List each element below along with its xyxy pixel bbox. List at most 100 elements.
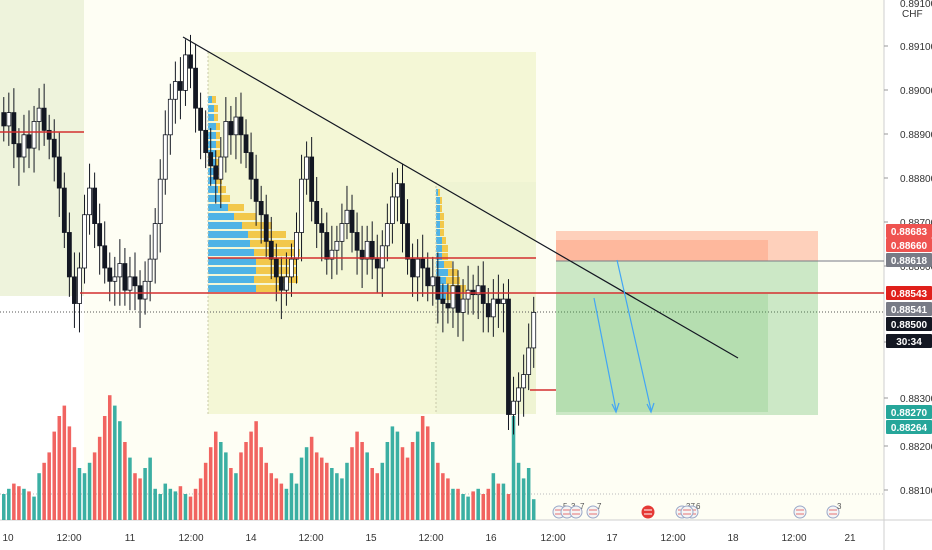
event-count-label: 3 [837,502,842,511]
candle-body [172,81,178,100]
profile-bar [436,245,442,252]
profile-bar [234,213,256,220]
candle-body [400,183,405,224]
volume-bar [168,488,173,520]
volume-bar [118,421,122,520]
candle-body [420,258,426,269]
volume-bar [425,426,430,520]
volume-bar [526,468,531,520]
profile-bar [208,132,216,139]
volume-bar [234,473,238,520]
volume-bar [516,462,521,520]
candle-body [516,387,521,402]
volume-bar [213,431,218,520]
volume-bar [107,395,112,520]
volume-bar [284,488,289,520]
profile-bar [242,222,272,229]
profile-bar [436,229,440,236]
volume-bar [496,483,501,520]
economic-events[interactable]: 53773763 [552,502,842,519]
volume-bar [441,473,445,520]
volume-bar [335,473,339,520]
profile-bar [208,177,216,184]
volume-bar [461,494,465,520]
volume-bar [420,416,425,520]
profile-bar [208,168,216,175]
volume-bar [229,468,233,520]
profile-bar [216,132,220,139]
candle-body [112,276,118,282]
volume-bar [249,431,253,520]
time-tick-label: 12:00 [418,533,443,544]
profile-bar [444,261,452,268]
price-tag-label: 0.88543 [891,289,928,300]
volume-bar [72,447,77,520]
volume-bar [57,416,62,520]
volume-bar [178,486,183,520]
candle-body [319,223,325,233]
arrow-head [611,402,620,414]
candle-body [511,400,516,415]
volume-bar [299,457,304,520]
volume-bar [501,483,506,520]
price-tag-label: 0.88500 [891,320,928,331]
profile-bar [220,195,230,202]
profile-bar [218,186,226,193]
candle-body [395,183,400,198]
candle-body [364,240,370,260]
candle-body [46,129,52,140]
profile-bar [436,213,440,220]
profile-bar [212,96,216,103]
candle-body [16,143,22,158]
volume-bar [431,442,435,520]
profile-bar [216,159,220,166]
volume-bar [52,431,57,520]
candle-body [455,285,461,313]
candle-body [26,134,32,149]
candle-body [304,156,309,180]
candle-body [183,54,188,91]
candle-body [223,121,229,158]
volume-bar [521,478,526,520]
candle-body [354,232,360,251]
volume-bar [304,447,309,520]
candle-body [87,187,92,216]
candle-body [61,187,67,233]
volume-bar [87,462,92,520]
price-tag [886,224,932,238]
volume-bar [380,462,385,520]
profile-bar [214,114,218,121]
profile-bar [208,186,218,193]
candle-body [1,112,7,127]
profile-bar [216,123,220,130]
candle-body [465,289,471,300]
price-tag [886,253,932,267]
candle-body [334,240,340,251]
candle-body [97,223,103,247]
time-axis[interactable]: 10 12:00 11 12:00 14 12:00 15 12:00 16 12:00 17 12:… [2,533,856,544]
profile-bar [208,249,254,256]
price-axis[interactable]: 0.891000.890000.889000.888000.887000.886… [884,0,932,497]
candle-body [278,276,284,291]
volume-bar [456,488,460,520]
candle-body [339,223,345,242]
candle-body [203,129,209,153]
event-flag-icon [641,505,655,519]
volume-bar [269,473,274,520]
volume-bar [506,494,511,520]
volume-bar [410,442,415,520]
profile-bar [208,105,214,112]
volume-bar [294,483,299,520]
volume-bar [405,457,410,520]
candle-body [77,267,82,304]
candle-body [178,81,183,91]
event-flag-icon [569,505,583,519]
time-tick-label: 12:00 [660,533,685,544]
volume-bar [188,496,193,520]
candle-body [415,258,421,278]
volume-bar [340,478,344,520]
